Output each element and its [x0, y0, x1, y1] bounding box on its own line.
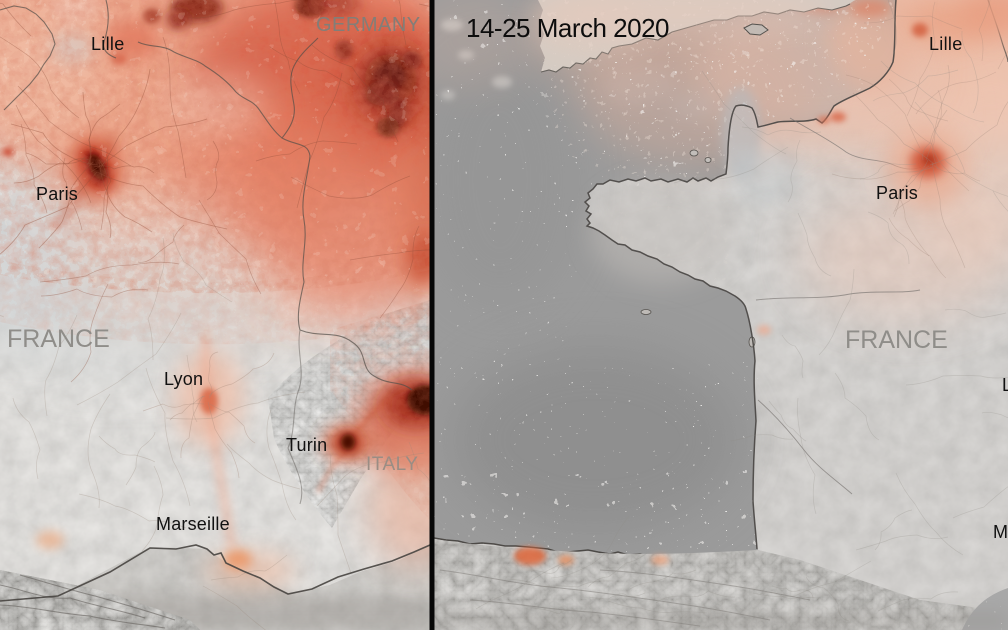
svg-text:Paris: Paris [36, 184, 78, 204]
svg-text:Paris: Paris [876, 183, 918, 203]
svg-text:Lille: Lille [91, 34, 125, 54]
svg-text:Lille: Lille [929, 34, 963, 54]
svg-text:FRANCE: FRANCE [845, 326, 948, 354]
svg-text:Turin: Turin [286, 435, 327, 455]
svg-text:Marseille: Marseille [156, 514, 230, 534]
svg-text:Lyon: Lyon [1002, 375, 1008, 395]
svg-text:14-25 March 2020: 14-25 March 2020 [466, 13, 669, 43]
svg-text:GERMANY: GERMANY [316, 14, 421, 36]
svg-text:Marseille: Marseille [993, 522, 1008, 542]
svg-text:FRANCE: FRANCE [7, 325, 110, 353]
svg-text:ITALY: ITALY [366, 454, 418, 475]
svg-text:Lyon: Lyon [164, 369, 203, 389]
